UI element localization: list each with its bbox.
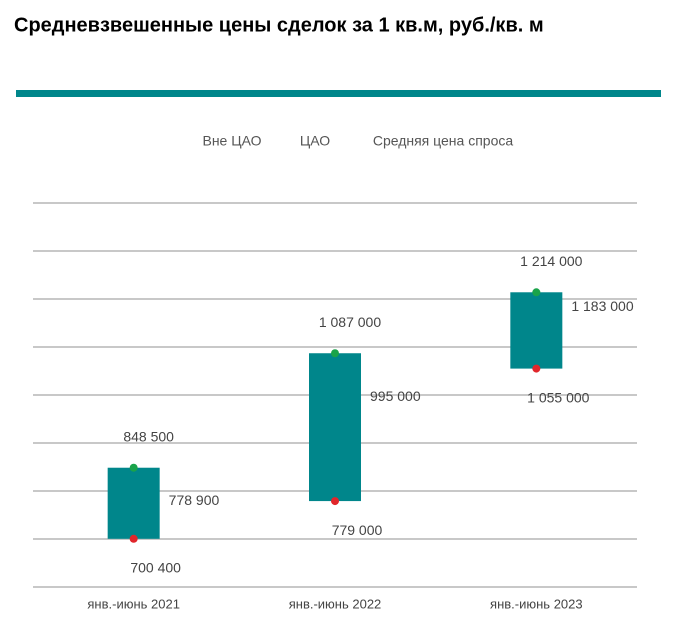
range-bar — [309, 353, 361, 502]
range-bar — [510, 292, 563, 369]
low-label: 700 400 — [130, 560, 181, 576]
avg-label: 995 000 — [370, 388, 421, 404]
legend-entry: ЦАО — [300, 133, 330, 149]
legend-entry: Вне ЦАО — [202, 133, 261, 149]
high-label: 848 500 — [123, 428, 174, 444]
high-dot — [532, 288, 541, 297]
x-tick-label: янв.-июнь 2023 — [490, 596, 583, 611]
legend-entry: Средняя цена спроса — [373, 133, 514, 149]
range-bar — [107, 467, 160, 539]
high-label: 1 214 000 — [520, 253, 582, 269]
title-rule — [16, 90, 661, 97]
avg-label: 1 183 000 — [571, 298, 633, 314]
high-label: 1 087 000 — [319, 314, 381, 330]
low-label: 779 000 — [332, 522, 383, 538]
low-dot — [532, 364, 541, 373]
low-dot — [331, 497, 339, 506]
chart-title: Средневзвешенные цены сделок за 1 кв.м, … — [14, 14, 544, 36]
low-label: 1 055 000 — [527, 389, 589, 405]
x-tick-label: янв.-июнь 2022 — [289, 596, 382, 611]
x-tick-label: янв.-июнь 2021 — [87, 596, 180, 611]
high-dot — [129, 463, 138, 472]
high-dot — [331, 349, 339, 358]
low-dot — [129, 534, 138, 543]
avg-label: 778 900 — [169, 492, 220, 508]
